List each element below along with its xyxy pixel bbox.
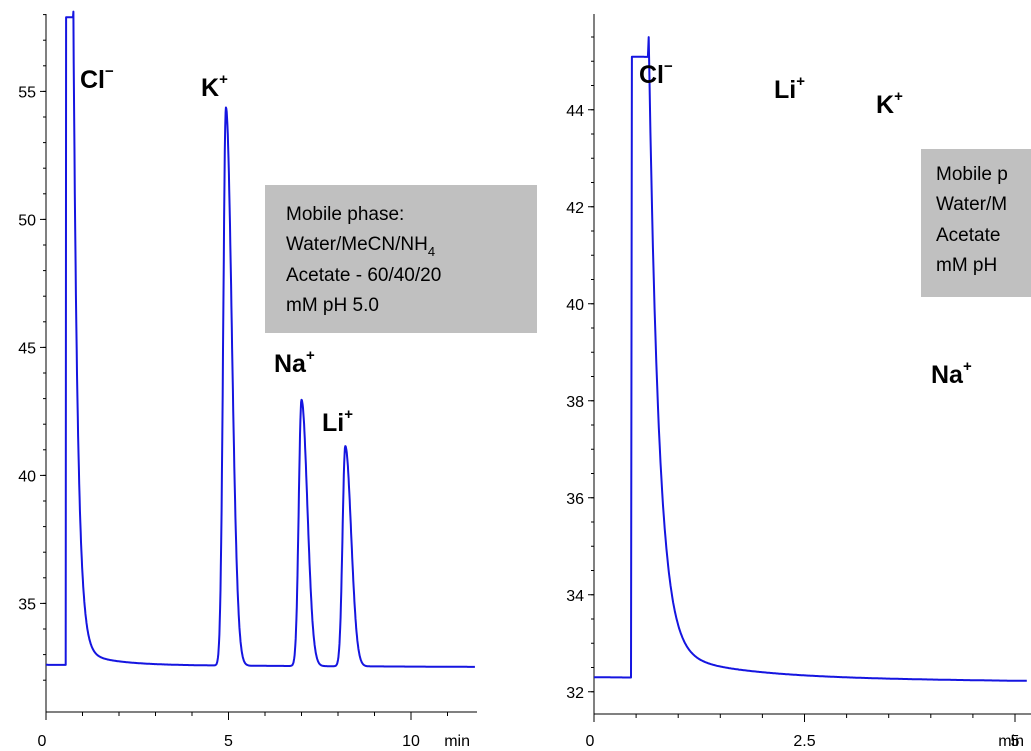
mobile-phase-line3-left: Acetate - 60/40/20 [286,265,441,286]
mobile-phase-box-left: Mobile phase: Water/MeCN/NH4 Acetate - 6… [265,185,537,333]
y-tick-label-left: 50 [18,212,36,229]
y-tick-label-left: 35 [18,596,36,613]
mobile-phase-box-right: Mobile p Water/M Acetate mM pH [921,149,1031,297]
x-tick-label-left: 5 [224,733,233,750]
x-tick-label-right: 0 [586,733,595,750]
peak-label-k-right: K+ [876,88,903,119]
chromatogram-trace-left [45,10,476,668]
peak-label-k-left: K+ [201,71,228,102]
chart-left: 35 40 45 50 55 0 5 10 min Cl− K+ Na+ Li+ Mobile… [18,10,537,750]
peak-label-cl-left: Cl− [80,63,114,94]
x-axis-unit-left: min [444,733,470,750]
peak-label-na-left: Na+ [274,347,315,378]
y-tick-label-right: 32 [566,685,584,702]
x-tick-label-left: 0 [38,733,47,750]
x-tick-label-right: 5 [1011,733,1020,750]
y-tick-label-right: 34 [566,588,584,605]
y-tick-label-right: 36 [566,491,584,508]
y-tick-label-left: 45 [18,340,36,357]
x-tick-label-left: 10 [402,733,420,750]
y-axis-left: 35 40 45 50 55 [18,14,47,712]
peak-label-cl-right: Cl− [639,58,673,89]
y-tick-label-right: 42 [566,200,584,217]
y-tick-label-right: 40 [566,297,584,314]
x-axis-unit-right: min [998,733,1024,750]
peak-label-li-left: Li+ [322,406,353,437]
mobile-phase-line1-right: Mobile p [936,164,1008,185]
peak-label-li-right: Li+ [774,73,805,104]
x-tick-label-right: 2.5 [793,733,815,750]
mobile-phase-line4-left: mM pH 5.0 [286,295,379,316]
peak-label-na-right: Na+ [931,358,972,389]
y-tick-label-right: 44 [566,103,584,120]
x-axis-left: 0 5 10 min [38,711,477,750]
chromatogram-trace-right [593,36,1027,682]
y-tick-label-left: 55 [18,84,36,101]
mobile-phase-line2-left: Water/MeCN/NH4 [286,234,435,259]
y-tick-label-right: 38 [566,394,584,411]
y-tick-label-left: 40 [18,468,36,485]
mobile-phase-line1-left: Mobile phase: [286,204,404,225]
y-axis-right: 32 34 36 38 40 42 44 [566,14,595,714]
mobile-phase-line2-right: Water/M [936,194,1007,215]
mobile-phase-line3-right: Acetate [936,225,1000,246]
mobile-phase-line4-right: mM pH [936,255,997,276]
